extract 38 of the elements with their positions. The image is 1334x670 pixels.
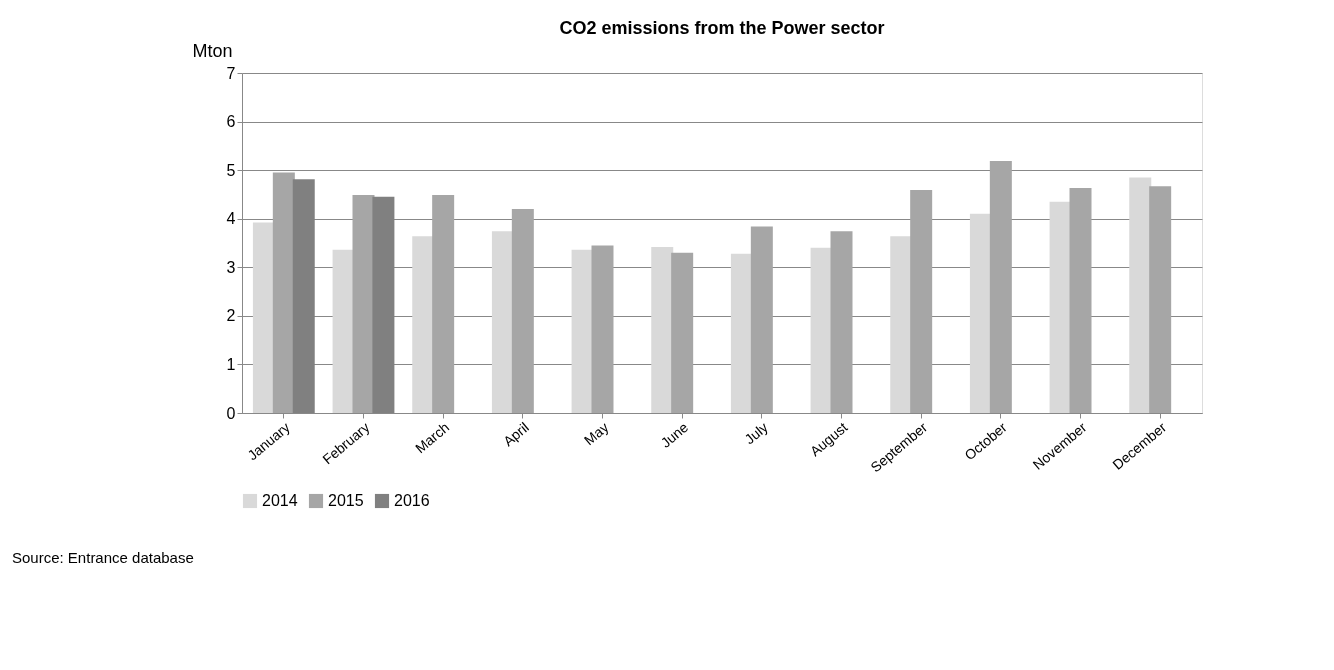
bar bbox=[830, 231, 853, 413]
y-tick-label: 7 bbox=[226, 64, 236, 82]
bar bbox=[1129, 177, 1152, 413]
y-tick-label: 0 bbox=[226, 404, 236, 422]
bar bbox=[1069, 188, 1092, 413]
chart-title: CO2 emissions from the Power sector bbox=[559, 18, 885, 38]
bar bbox=[1149, 186, 1172, 413]
bar bbox=[591, 245, 614, 413]
bar bbox=[969, 213, 992, 413]
bar bbox=[651, 246, 674, 413]
bar bbox=[910, 190, 933, 413]
bar bbox=[412, 236, 435, 413]
y-axis-title: Mton bbox=[192, 40, 233, 61]
bar bbox=[810, 247, 833, 413]
y-tick-label: 1 bbox=[226, 355, 236, 373]
y-tick-label: 3 bbox=[226, 258, 236, 276]
bar bbox=[352, 194, 375, 413]
y-tick-label: 6 bbox=[226, 113, 236, 131]
legend-label: 2016 bbox=[394, 492, 430, 509]
legend-label: 2015 bbox=[328, 492, 364, 509]
bar bbox=[252, 222, 275, 413]
bar bbox=[432, 194, 455, 413]
bar bbox=[671, 252, 694, 413]
source-note: Source: Entrance database bbox=[12, 549, 194, 566]
x-tick-label: July bbox=[741, 418, 771, 448]
y-tick-label: 2 bbox=[226, 307, 236, 325]
bar bbox=[272, 172, 295, 413]
bar bbox=[989, 160, 1012, 413]
legend-label: 2014 bbox=[262, 492, 298, 509]
bar bbox=[730, 253, 753, 413]
bar bbox=[1049, 201, 1072, 413]
bar bbox=[750, 226, 773, 413]
y-tick-label: 4 bbox=[226, 210, 236, 228]
bar bbox=[890, 236, 913, 413]
y-tick-label: 5 bbox=[226, 161, 236, 179]
bar bbox=[511, 209, 534, 413]
x-tick-label: May bbox=[580, 418, 612, 449]
bar bbox=[491, 231, 514, 413]
